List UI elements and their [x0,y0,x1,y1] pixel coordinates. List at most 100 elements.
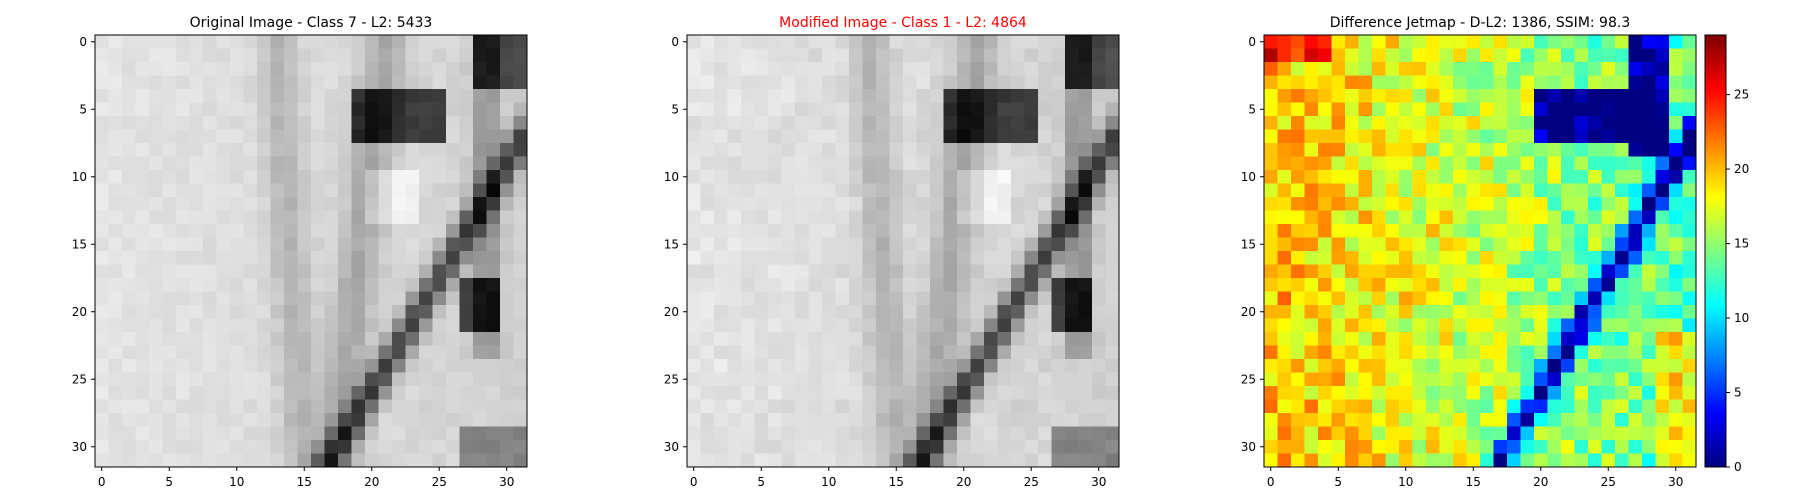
heatmap-cell [1534,143,1548,157]
heatmap-cell [930,345,944,360]
heatmap-cell [714,291,728,306]
heatmap-cell [754,305,769,319]
heatmap-cell [500,251,514,265]
heatmap-cell [1520,332,1535,346]
heatmap-cell [876,75,890,90]
heatmap-cell [1655,224,1670,238]
heatmap-cell [1264,264,1278,279]
heatmap-cell [1480,440,1494,454]
heatmap-cell [754,264,769,279]
heatmap-cell [1466,413,1481,427]
heatmap-cell [338,359,352,373]
heatmap-cell [889,453,904,468]
heatmap-cell [1105,399,1120,414]
heatmap-cell [1574,318,1589,333]
heatmap-cell [284,143,298,157]
heatmap-cell [297,264,312,279]
heatmap-cell [486,291,501,306]
heatmap-cell [1480,224,1494,238]
heatmap-cell [754,89,769,103]
heatmap-cell [849,102,863,117]
heatmap-cell [943,413,958,427]
heatmap-cell [1507,197,1521,211]
heatmap-cell [216,48,231,63]
heatmap-cell [216,345,231,360]
heatmap-cell [446,305,460,319]
heatmap-cell [230,426,244,441]
heatmap-cell [405,89,420,103]
heatmap-cell [162,278,177,292]
heatmap-cell [876,129,890,144]
heatmap-cell [1372,291,1386,306]
heatmap-cell [1453,143,1467,157]
heatmap-cell [957,89,971,103]
heatmap-cell [687,237,701,252]
heatmap-cell [1480,75,1494,90]
heatmap-cell [849,264,863,279]
heatmap-cell [984,318,998,333]
axes-frame-modified [686,34,1120,468]
heatmap-cell [1480,264,1494,279]
heatmap-cell [1628,345,1643,360]
heatmap-cell [405,62,420,76]
heatmap-cell [1092,413,1106,427]
heatmap-cell [849,453,863,468]
heatmap-cell [741,48,755,63]
heatmap-cell [446,129,460,144]
heatmap-cell [1331,210,1346,225]
heatmap-cell [1277,251,1292,265]
heatmap-cell [243,440,258,454]
heatmap-cell [257,170,271,184]
heatmap-cell [1453,210,1467,225]
heatmap-cell [108,183,123,198]
heatmap-cell [808,305,823,319]
heatmap-cell [822,62,836,76]
heatmap-cell [1520,386,1535,400]
heatmap-cell [727,224,742,238]
heatmap-cell [795,197,809,211]
heatmap-cell [822,413,836,427]
heatmap-cell [419,372,433,387]
heatmap-cell [405,251,420,265]
heatmap-cell [808,129,823,144]
heatmap-cell [122,129,136,144]
heatmap-cell [1038,197,1052,211]
heatmap-cell [700,413,715,427]
heatmap-cell [822,129,836,144]
heatmap-cell [378,291,393,306]
heatmap-cell [108,48,123,63]
heatmap-cell [473,156,487,171]
heatmap-cell [1615,197,1629,211]
heatmap-cell [822,183,836,198]
heatmap-cell [727,183,742,198]
heatmap-cell [916,453,931,468]
heatmap-cell [876,116,890,130]
heatmap-cell [1601,89,1616,103]
heatmap-cell [1655,386,1670,400]
heatmap-cell [1412,264,1427,279]
heatmap-cell [727,156,742,171]
heatmap-cell [849,89,863,103]
heatmap-cell [970,372,985,387]
heatmap-cell [378,359,393,373]
heatmap-cell [943,426,958,441]
heatmap-cell [446,170,460,184]
heatmap-cell [1304,291,1319,306]
heatmap-cell [338,170,352,184]
heatmap-cell [849,183,863,198]
heatmap-cell [338,89,352,103]
heatmap-cell [1372,48,1386,63]
heatmap-cell [284,345,298,360]
heatmap-cell [997,62,1012,76]
heatmap-cell [419,291,433,306]
heatmap-cell [108,372,123,387]
heatmap-cell [1304,440,1319,454]
heatmap-cell [1105,75,1120,90]
heatmap-cell [324,399,339,414]
heatmap-cell [473,399,487,414]
heatmap-cell [1682,399,1697,414]
heatmap-cell [365,453,379,468]
heatmap-cell [311,372,325,387]
heatmap-cell [997,35,1012,49]
heatmap-cell [311,359,325,373]
